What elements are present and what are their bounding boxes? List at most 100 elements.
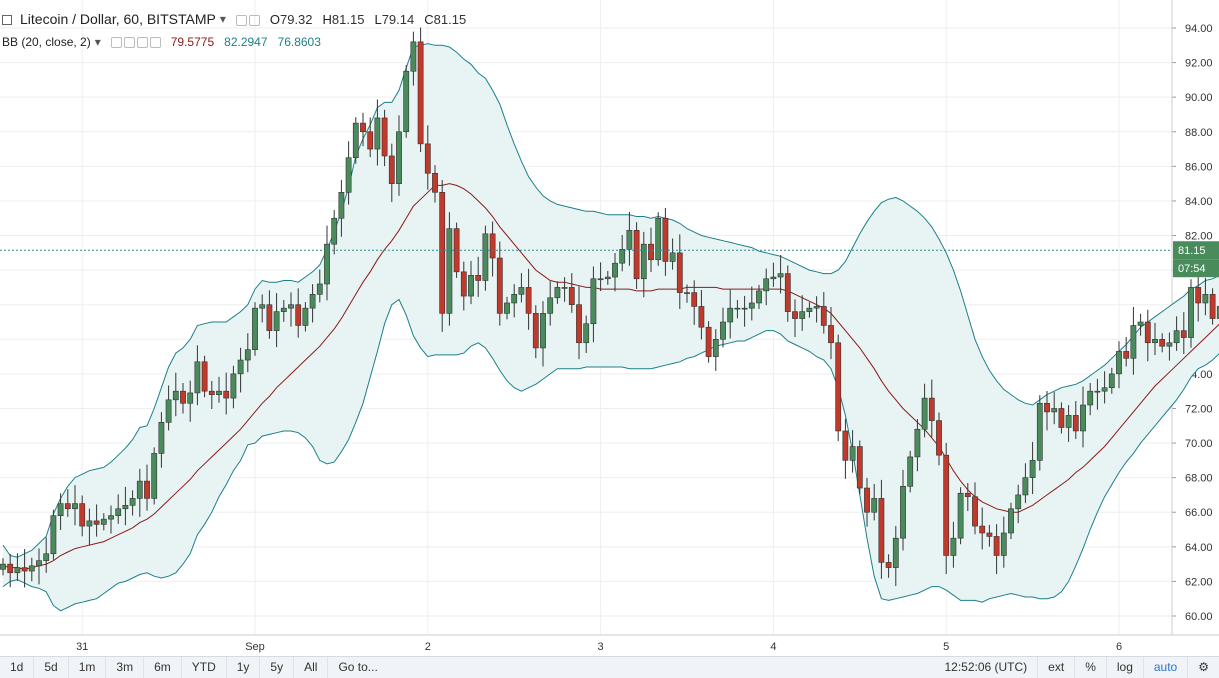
range-1y[interactable]: 1y (227, 657, 261, 678)
range-6m[interactable]: 6m (144, 657, 182, 678)
candle-body (518, 287, 525, 295)
candle-body (1209, 294, 1216, 319)
candle-body (691, 292, 698, 307)
candle-body (676, 252, 683, 293)
candle-body (979, 525, 986, 534)
candle-body (7, 563, 14, 574)
candle-body (806, 307, 813, 312)
candle-body (14, 567, 21, 574)
candle-body (1015, 494, 1022, 510)
candle-body (871, 498, 878, 513)
x-tick-label: 6 (1116, 641, 1122, 653)
duplicate-icon[interactable] (136, 37, 148, 49)
ohlc-low: L79.14 (374, 11, 415, 27)
range-5d[interactable]: 5d (34, 657, 69, 678)
candle-body (324, 243, 330, 285)
symbol-dropdown-icon[interactable]: ▾ (219, 12, 226, 26)
range-1m[interactable]: 1m (69, 657, 107, 678)
candle-body (849, 446, 856, 461)
range-3m[interactable]: 3m (106, 657, 145, 678)
indicator-name[interactable]: BB (20, close, 2) (2, 35, 91, 49)
candle-body (993, 536, 1000, 556)
candle-body (1065, 415, 1072, 428)
goto-button[interactable]: Go to... (338, 660, 378, 674)
candle-body (540, 313, 546, 349)
y-tick-label: 68.00 (1185, 473, 1213, 485)
x-tick-label: 3 (598, 641, 604, 653)
candle-body (878, 498, 885, 563)
candle-body (266, 304, 273, 331)
candle-body (561, 287, 568, 289)
candle-body (936, 420, 942, 456)
symbol-title[interactable]: Litecoin / Dollar, 60, BITSTAMP (20, 11, 216, 27)
eye-icon[interactable] (235, 14, 247, 26)
candle-body (972, 496, 978, 527)
candle-body (252, 307, 258, 350)
candle-body (626, 230, 633, 250)
last-price-tag (1173, 241, 1219, 260)
candle-body (950, 537, 957, 556)
candle-body (1123, 351, 1130, 359)
auto-toggle[interactable]: auto (1142, 657, 1187, 678)
y-tick-label: 92.00 (1185, 58, 1213, 70)
candle-body (1087, 390, 1094, 406)
last-price-tag-label: 81.15 (1178, 245, 1206, 257)
candle-body (568, 287, 575, 306)
range-all[interactable]: All (294, 657, 329, 678)
candle-body (748, 302, 755, 309)
y-tick-label: 64.00 (1185, 542, 1213, 554)
candle-body (439, 191, 446, 314)
candle-body (280, 307, 287, 312)
ext-toggle[interactable]: ext (1037, 657, 1074, 678)
bb-lower-line (2, 298, 1219, 612)
eye-icon[interactable] (110, 37, 122, 49)
range-ytd[interactable]: YTD (182, 657, 227, 678)
candle-body (928, 397, 935, 421)
candle-body (792, 311, 798, 319)
candle-body (741, 307, 748, 310)
candle-body (1152, 338, 1158, 344)
log-toggle[interactable]: log (1105, 657, 1143, 678)
candle-body (590, 278, 597, 325)
countdown-tag (1173, 259, 1219, 278)
candle-body (1180, 330, 1187, 338)
candle-body (1130, 325, 1137, 359)
candle-body (295, 304, 302, 326)
candle-body (309, 294, 316, 309)
candle-body (727, 307, 734, 323)
range-5y[interactable]: 5y (260, 657, 295, 678)
candle-body (554, 287, 561, 299)
candle-body (583, 323, 590, 344)
candle-body (360, 122, 366, 133)
candle-body (1116, 351, 1122, 375)
indicator-dropdown-icon[interactable]: ▾ (94, 35, 101, 49)
candle-body (1094, 390, 1101, 393)
candle-body (367, 131, 374, 150)
candle-body (1195, 287, 1202, 304)
candle-body (158, 422, 165, 454)
candle-body (237, 359, 244, 375)
bb-upper-value: 82.2947 (224, 35, 268, 49)
candle-body (288, 304, 294, 309)
indicator-legend: BB (20, close, 2) ▾ 79.5775 82.2947 76.8… (2, 35, 321, 49)
percent-toggle[interactable]: % (1074, 657, 1106, 678)
candle-body (633, 230, 640, 280)
gear-icon[interactable] (248, 14, 260, 26)
candle-body (777, 273, 784, 278)
settings-gear-icon[interactable]: ⚙ (1187, 657, 1219, 678)
range-1d[interactable]: 1d (0, 657, 35, 678)
symbol-legend: Litecoin / Dollar, 60, BITSTAMP ▾ O79.32… (2, 11, 466, 27)
remove-icon[interactable] (149, 37, 161, 49)
gear-icon[interactable] (123, 37, 135, 49)
candle-body (259, 304, 266, 309)
collapse-legend-icon[interactable] (2, 15, 12, 25)
candle-body (1022, 477, 1029, 496)
candle-body (619, 249, 626, 264)
candle-body (151, 453, 158, 499)
candle-body (208, 390, 215, 395)
candle-body (331, 217, 338, 245)
price-chart[interactable]: 60.0062.0064.0066.0068.0070.0072.0074.00… (0, 0, 1219, 656)
candle-body (1159, 338, 1166, 347)
candle-body (921, 397, 928, 430)
legend-settings-icons (235, 12, 262, 27)
